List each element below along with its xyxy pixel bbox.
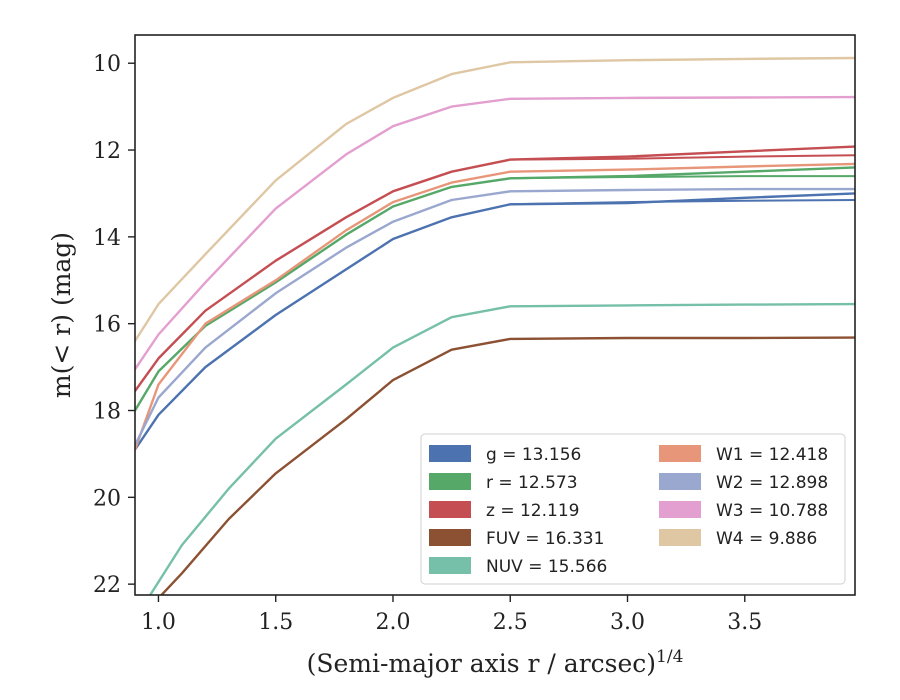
legend-label: W2 = 12.898 bbox=[716, 473, 828, 493]
x-axis-label-superscript: 1/4 bbox=[656, 647, 683, 667]
legend-label: FUV = 16.331 bbox=[486, 529, 604, 549]
legend-label: z = 12.119 bbox=[486, 501, 579, 521]
x-tick-label: 2.5 bbox=[493, 610, 528, 635]
legend: g = 13.156 r = 12.573 z = 12.119 FUV = 16.3… bbox=[420, 433, 846, 585]
legend-swatch bbox=[429, 557, 471, 574]
series-line-6 bbox=[135, 187, 855, 447]
legend-swatch bbox=[659, 445, 701, 462]
y-tick-label: 12 bbox=[93, 139, 121, 164]
x-tick-label: 3.0 bbox=[610, 610, 645, 635]
legend-swatch bbox=[429, 529, 471, 546]
x-axis: 1.0 1.5 2.0 2.5 3.0 3.5 bbox=[141, 595, 762, 635]
legend-frame bbox=[420, 433, 846, 585]
x-tick-label: 1.5 bbox=[258, 610, 293, 635]
y-axis-label: m(< r) (mag) bbox=[47, 232, 76, 398]
x-axis-label: (Semi-major axis r / arcsec)1/4 bbox=[307, 647, 684, 678]
series-branch-0 bbox=[509, 199, 855, 206]
y-tick-label: 14 bbox=[93, 226, 121, 251]
y-tick-label: 16 bbox=[93, 313, 121, 338]
series-line-7 bbox=[135, 95, 855, 371]
series-line-1 bbox=[135, 166, 855, 412]
y-tick-label: 22 bbox=[93, 573, 121, 598]
legend-swatch bbox=[429, 445, 471, 462]
y-tick-label: 10 bbox=[93, 52, 121, 77]
legend-swatch bbox=[659, 501, 701, 518]
legend-label: g = 13.156 bbox=[486, 445, 581, 465]
legend-swatch bbox=[659, 473, 701, 490]
series-line-5 bbox=[135, 162, 855, 451]
series-line-3 bbox=[159, 336, 855, 595]
series-branch-2 bbox=[509, 154, 855, 161]
legend-swatch bbox=[429, 501, 471, 518]
x-tick-label: 3.5 bbox=[727, 610, 762, 635]
y-tick-label: 20 bbox=[93, 486, 121, 511]
legend-label: r = 12.573 bbox=[486, 473, 578, 493]
legend-label: W1 = 12.418 bbox=[716, 445, 828, 465]
plot-frame bbox=[134, 34, 856, 596]
legend-swatch bbox=[659, 529, 701, 546]
legend-label: NUV = 15.566 bbox=[486, 557, 607, 577]
series-line-2 bbox=[135, 145, 855, 393]
x-tick-label: 2.0 bbox=[375, 610, 410, 635]
y-tick-label: 18 bbox=[93, 400, 121, 425]
legend-label: W3 = 10.788 bbox=[716, 501, 828, 521]
series-line-0 bbox=[135, 192, 855, 451]
series-line-4 bbox=[148, 302, 855, 595]
series-branch-1 bbox=[509, 175, 855, 180]
series-layer bbox=[135, 56, 855, 595]
x-tick-label: 1.0 bbox=[141, 610, 176, 635]
legend-swatch bbox=[429, 473, 471, 490]
y-axis: 10 12 14 16 18 20 22 bbox=[93, 52, 135, 598]
legend-label: W4 = 9.886 bbox=[716, 529, 817, 549]
series-line-8 bbox=[135, 56, 855, 343]
